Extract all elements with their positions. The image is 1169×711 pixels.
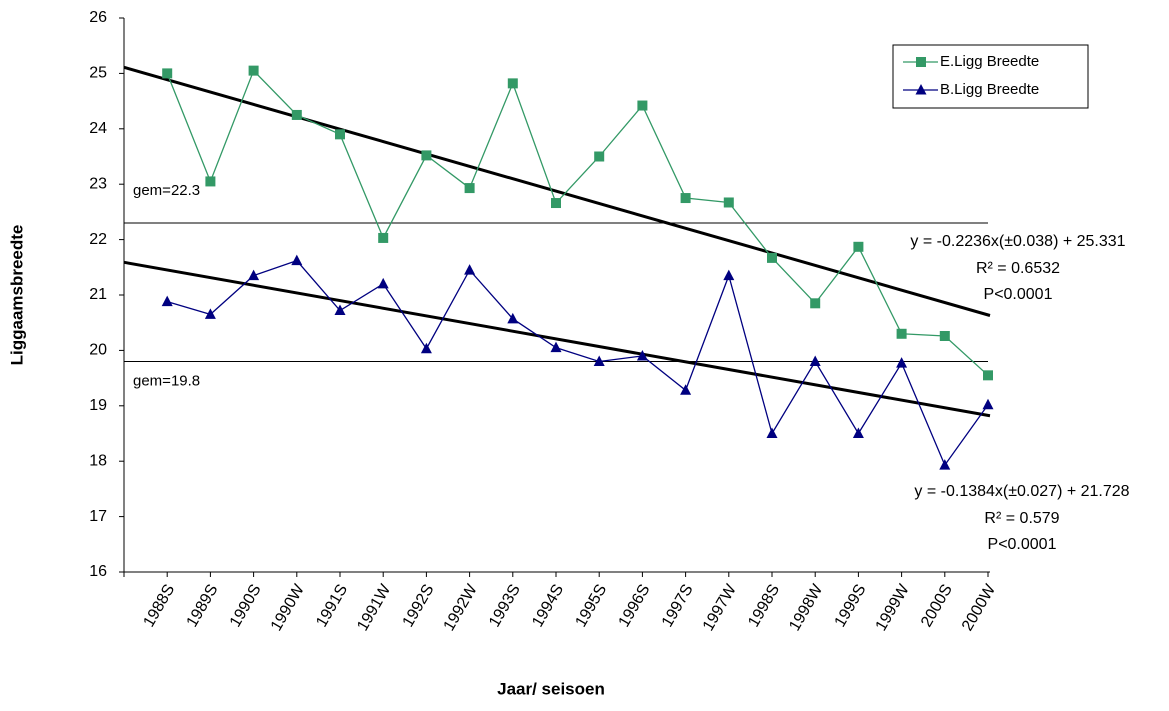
marker	[723, 269, 735, 281]
trend-line	[123, 65, 991, 317]
marker	[636, 349, 648, 361]
marker	[551, 198, 561, 209]
marker	[378, 232, 389, 243]
marker	[983, 370, 993, 381]
marker	[939, 459, 951, 470]
marker	[896, 357, 908, 368]
legend-box	[892, 44, 1089, 109]
marker	[291, 254, 303, 266]
y-tick-label: 24	[89, 120, 107, 137]
x-tick-label: 1990W	[268, 581, 309, 634]
x-tick-label: 2000S	[918, 582, 956, 631]
x-tick-label: 1992S	[400, 582, 438, 631]
x-tick-label: 1997W	[700, 581, 741, 634]
marker	[161, 295, 173, 307]
marker	[205, 176, 216, 187]
marker	[809, 355, 821, 366]
marker	[853, 241, 864, 252]
marker	[593, 355, 605, 366]
y-tick-label: 26	[89, 9, 107, 26]
marker	[982, 398, 994, 410]
x-tick-label: 1996S	[616, 582, 654, 631]
annotation: y = -0.2236x(±0.038) + 25.331	[910, 233, 1125, 250]
x-tick-label: 1994S	[529, 582, 567, 631]
marker	[507, 312, 519, 324]
y-tick-label: 16	[89, 563, 107, 580]
marker	[637, 100, 648, 111]
marker	[248, 65, 259, 76]
x-tick-label: 1988S	[140, 582, 178, 631]
y-tick-label: 17	[89, 508, 107, 525]
marker	[766, 427, 778, 438]
x-tick-label: 1998W	[786, 581, 827, 634]
legend-marker	[916, 57, 926, 67]
y-tick-label: 19	[89, 397, 107, 414]
marker	[680, 193, 691, 204]
x-tick-label: 1989S	[184, 582, 222, 631]
annotation: y = -0.1384x(±0.027) + 21.728	[914, 483, 1129, 500]
marker	[507, 78, 518, 89]
marker	[550, 341, 562, 353]
y-tick-label: 23	[89, 175, 107, 192]
reference-label: gem=19.8	[133, 372, 200, 389]
marker	[939, 330, 950, 341]
marker	[810, 298, 821, 309]
marker	[464, 183, 475, 194]
x-tick-label: 1997S	[659, 582, 697, 631]
x-tick-label: 1993S	[486, 582, 524, 631]
marker	[594, 151, 605, 162]
x-tick-label: 1999W	[873, 581, 914, 634]
marker	[421, 150, 432, 161]
y-tick-label: 20	[89, 342, 107, 359]
legend-marker	[915, 84, 927, 95]
legend-label: B.Ligg Breedte	[940, 81, 1039, 98]
marker	[334, 304, 346, 316]
marker	[377, 277, 389, 289]
trend-line	[123, 260, 991, 418]
marker	[291, 109, 302, 120]
x-tick-label: 1992W	[441, 581, 482, 634]
marker	[896, 328, 907, 339]
y-tick-label: 18	[89, 452, 107, 469]
annotation: R² = 0.6532	[976, 260, 1060, 277]
x-tick-label: 2000W	[959, 581, 1000, 634]
x-tick-label: 1990S	[227, 582, 265, 631]
annotation: P<0.0001	[988, 536, 1057, 553]
y-tick-label: 25	[89, 65, 107, 82]
marker	[852, 427, 864, 438]
x-tick-label: 1999S	[832, 582, 870, 631]
marker	[248, 269, 260, 281]
marker	[335, 129, 345, 140]
marker	[204, 308, 216, 319]
marker	[680, 384, 692, 395]
series-line	[167, 259, 989, 467]
y-tick-label: 21	[89, 286, 107, 303]
marker	[767, 252, 777, 263]
y-tick-label: 22	[89, 231, 107, 248]
marker	[723, 197, 734, 208]
marker	[464, 264, 476, 275]
series-line	[166, 69, 989, 376]
x-tick-label: 1995S	[572, 582, 610, 631]
x-tick-label: 1991W	[354, 581, 395, 634]
marker	[420, 342, 432, 354]
reference-label: gem=22.3	[133, 182, 200, 199]
annotation: P<0.0001	[984, 286, 1053, 303]
y-axis-title: Liggaamsbreedte	[7, 225, 26, 366]
legend-label: E.Ligg Breedte	[940, 53, 1039, 70]
marker	[162, 68, 173, 79]
x-axis-title: Jaar/ seisoen	[497, 679, 605, 698]
x-tick-label: 1991S	[313, 582, 351, 631]
x-tick-label: 1998S	[745, 582, 783, 631]
annotation: R² = 0.579	[984, 510, 1059, 527]
